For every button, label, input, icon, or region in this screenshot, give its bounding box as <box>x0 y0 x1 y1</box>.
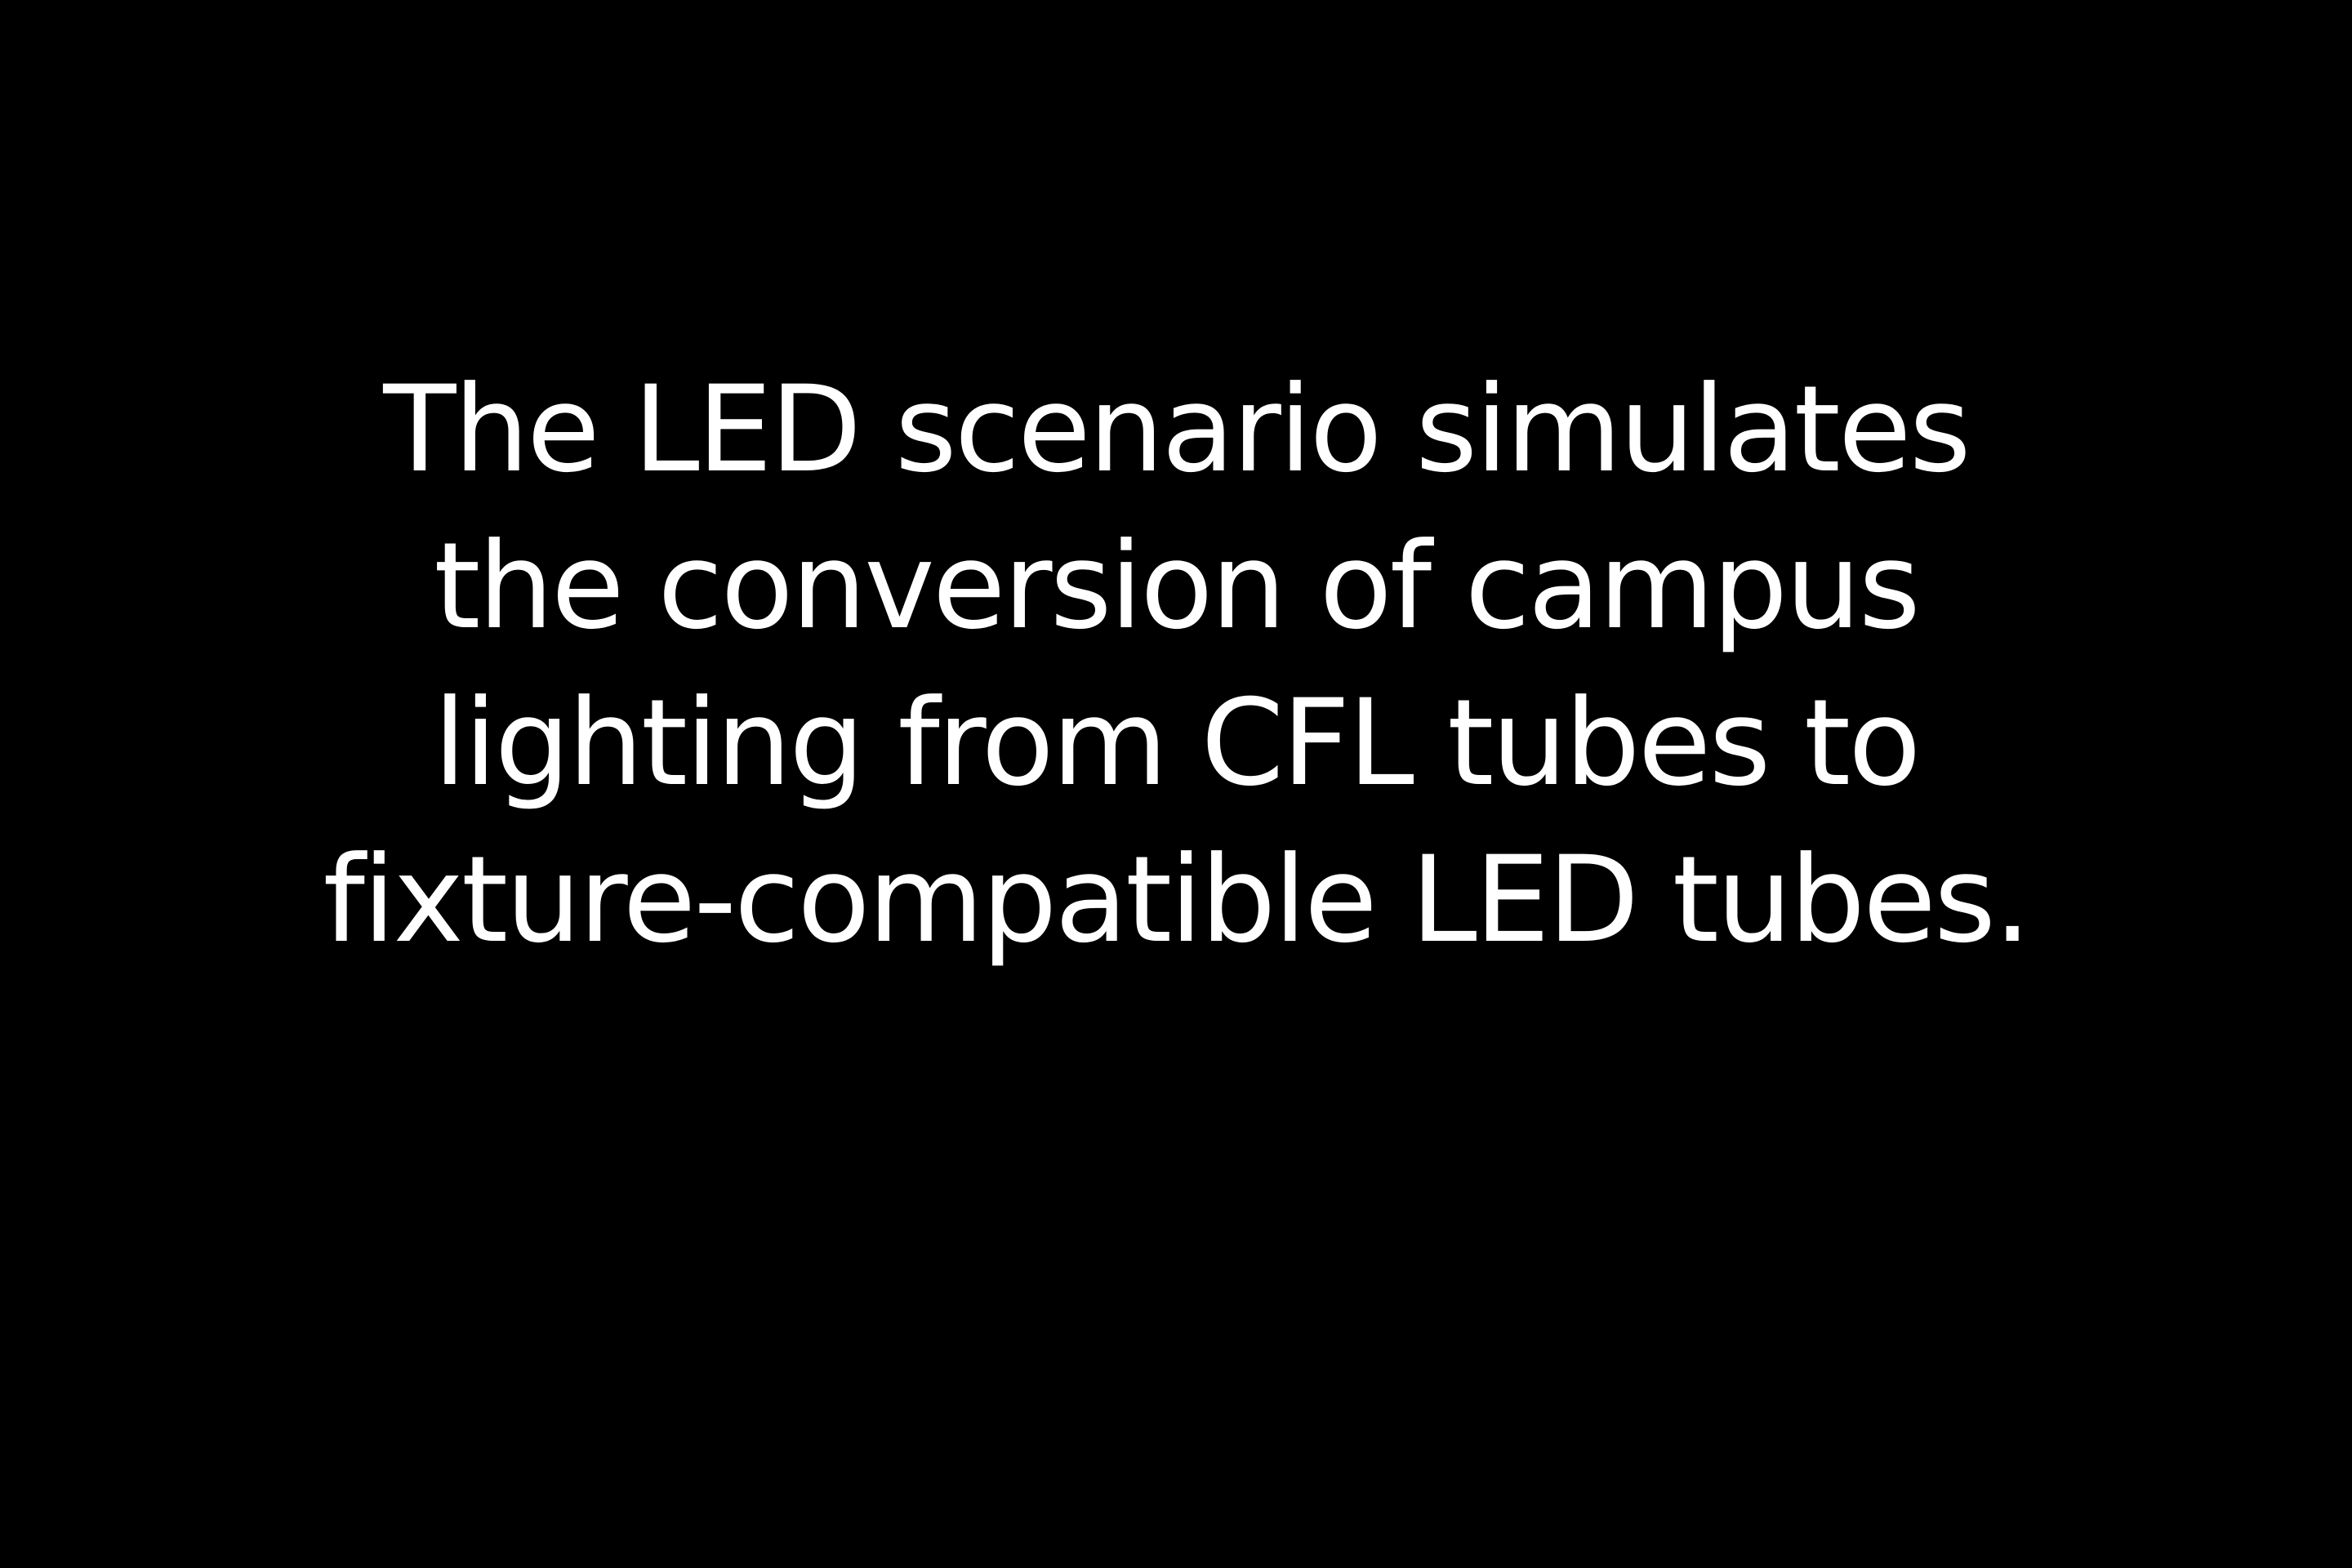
text-line-4: fixture-compatible LED tubes. <box>323 831 2032 969</box>
text-line-3: lighting from CFL tubes to <box>433 674 1922 813</box>
text-line-2: the conversion of campus <box>434 517 1921 656</box>
slide-body-text: The LED scenario simulates the conversio… <box>0 351 2352 978</box>
text-line-1: The LED scenario simulates <box>383 360 1971 499</box>
